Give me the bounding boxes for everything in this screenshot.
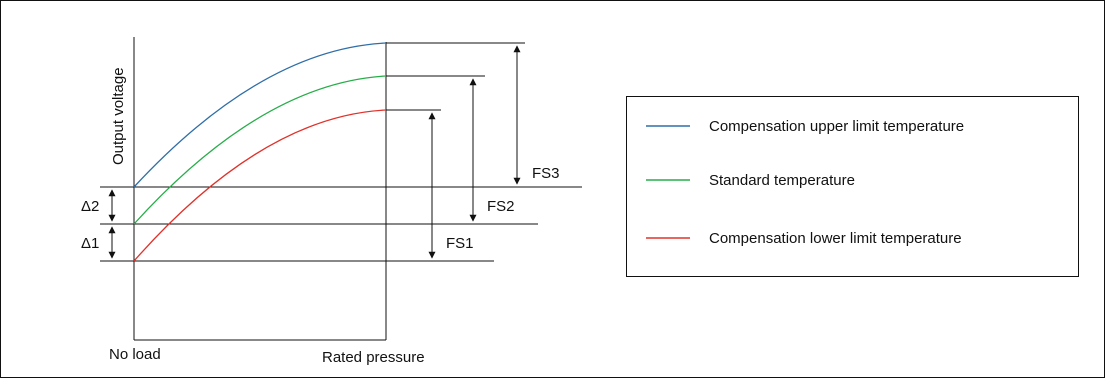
legend-label-lower: Compensation lower limit temperature	[709, 230, 962, 247]
x-axis-origin-label: No load	[109, 346, 161, 363]
legend-label-upper: Compensation upper limit temperature	[709, 118, 964, 135]
legend-label-standard: Standard temperature	[709, 172, 855, 189]
curve-lower-limit	[133, 109, 387, 262]
curve-standard	[133, 75, 387, 225]
legend-box	[626, 96, 1079, 277]
legend: Compensation upper limit temperature Sta…	[626, 96, 1079, 277]
x-axis-rated-label: Rated pressure	[322, 349, 425, 366]
y-axis-label: Output voltage	[110, 67, 127, 165]
delta2-label: Δ2	[81, 198, 99, 215]
fs2-label: FS2	[487, 198, 515, 215]
fs3-label: FS3	[532, 165, 560, 182]
fs1-label: FS1	[446, 235, 474, 252]
delta1-label: Δ1	[81, 235, 99, 252]
curve-upper-limit	[133, 42, 387, 188]
